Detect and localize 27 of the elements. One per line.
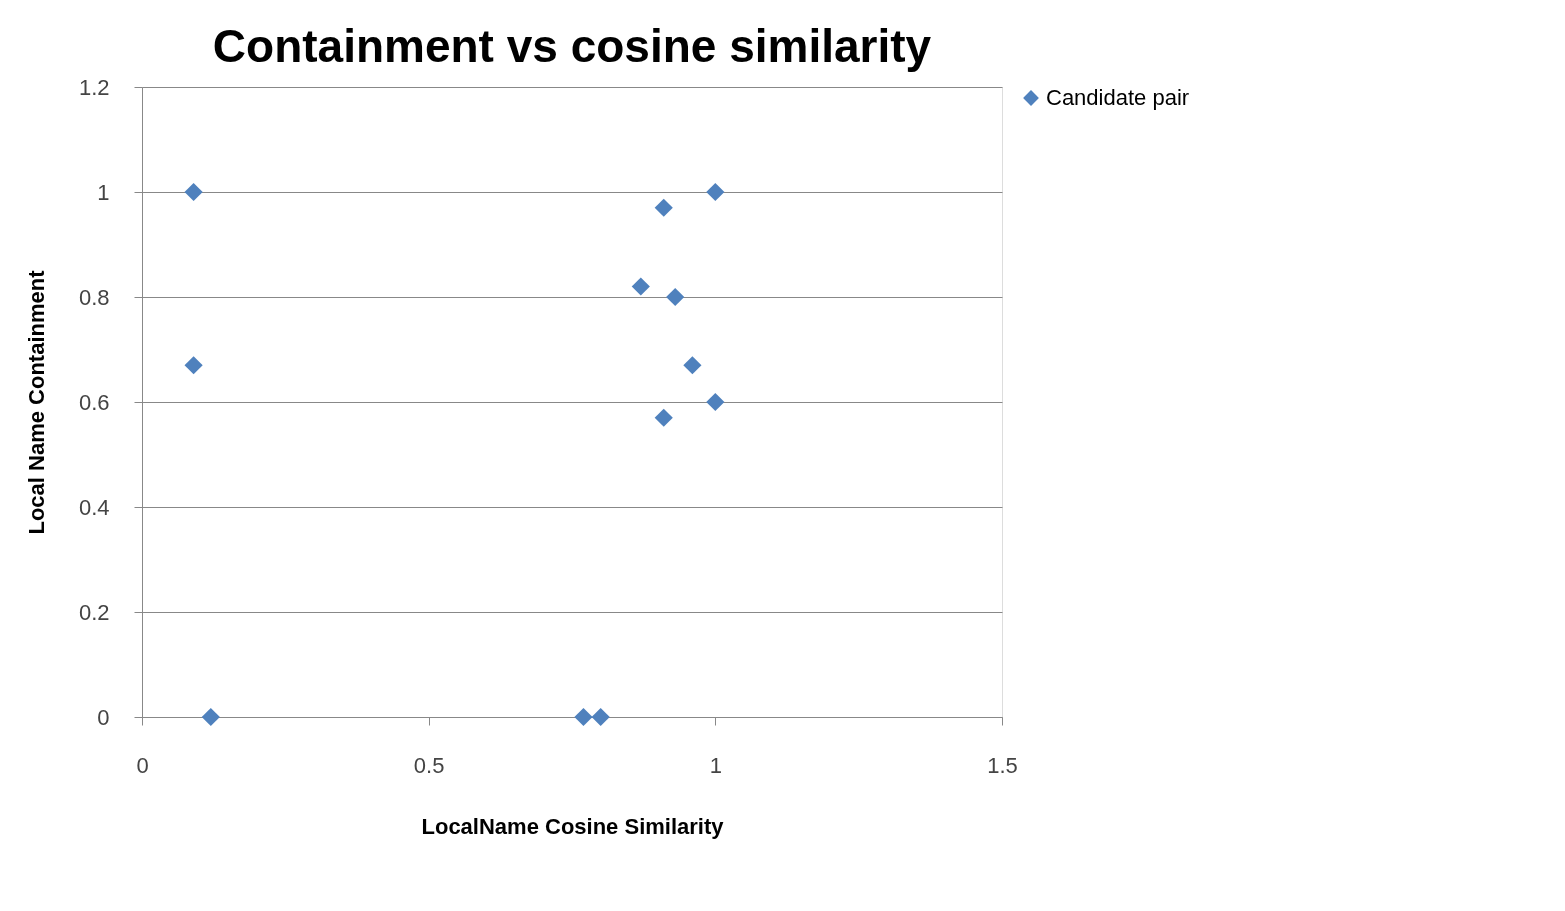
point bbox=[666, 287, 685, 307]
x-tick-label: 0.5 bbox=[413, 752, 445, 778]
y-tick-label: 0.8 bbox=[78, 284, 110, 310]
point bbox=[706, 182, 725, 202]
point bbox=[654, 198, 673, 217]
legend-label: Candidate pair bbox=[1046, 85, 1190, 110]
y-tick-label: 0.4 bbox=[78, 494, 110, 520]
y-tick-label: 0.6 bbox=[78, 389, 110, 415]
point bbox=[184, 356, 203, 375]
y-axis-title: Local Name Containment bbox=[23, 269, 49, 535]
y-tick-label: 0.2 bbox=[78, 599, 110, 625]
x-tick-label: 1.5 bbox=[987, 752, 1018, 778]
y-tick-label: 0 bbox=[97, 704, 110, 730]
point bbox=[591, 707, 610, 727]
x-tick-label: 0 bbox=[136, 752, 149, 778]
point bbox=[574, 707, 593, 727]
point bbox=[683, 356, 702, 375]
x-axis-title: LocalName Cosine Similarity bbox=[421, 813, 725, 839]
point bbox=[654, 408, 673, 427]
y-tick-label: 1 bbox=[97, 179, 110, 205]
x-tick-label: 1 bbox=[709, 752, 722, 778]
y-tick-label: 1.2 bbox=[78, 74, 110, 100]
point bbox=[201, 707, 220, 727]
point bbox=[184, 182, 203, 202]
point bbox=[706, 392, 725, 412]
chart-title: Containment vs cosine similarity bbox=[212, 20, 932, 72]
point bbox=[631, 277, 650, 296]
